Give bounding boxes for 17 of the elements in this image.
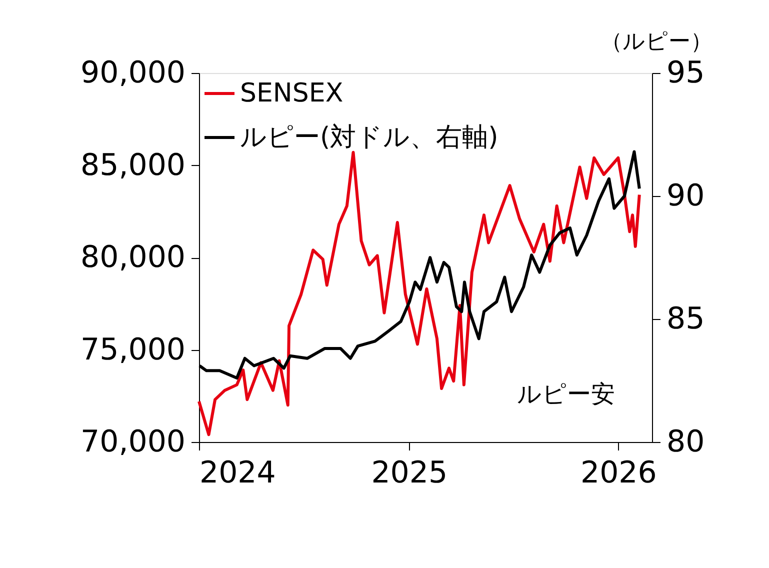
annotation: ルピー安 bbox=[517, 380, 615, 408]
x-tick-label: 2025 bbox=[371, 456, 448, 490]
line-series bbox=[198, 150, 641, 436]
y-tick-label: 85,000 bbox=[80, 148, 186, 183]
y2-tick-label: 95 bbox=[666, 56, 705, 90]
y-tick-label: 70,000 bbox=[80, 424, 186, 460]
legend-label: SENSEX bbox=[240, 78, 344, 108]
y2-tick-label: 90 bbox=[666, 178, 705, 214]
y-tick-label: 90,000 bbox=[80, 56, 186, 90]
y2-tick-label: 80 bbox=[666, 424, 705, 460]
x-tick-label: 2026 bbox=[580, 456, 657, 490]
y2-tick-label: 85 bbox=[666, 302, 705, 336]
y-tick-label: 80,000 bbox=[80, 240, 186, 275]
y-tick-label: 75,000 bbox=[80, 332, 186, 368]
y2-axis-title: （ルピー） bbox=[600, 30, 712, 54]
legend-label: ルピー(対ドル、右軸) bbox=[240, 122, 498, 152]
x-tick-label: 2024 bbox=[200, 456, 276, 490]
